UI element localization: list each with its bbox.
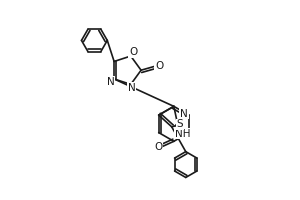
Text: N: N bbox=[107, 77, 114, 87]
Text: N: N bbox=[180, 109, 188, 119]
Text: NH: NH bbox=[175, 129, 190, 139]
Text: O: O bbox=[129, 47, 137, 57]
Text: N: N bbox=[128, 83, 136, 93]
Text: O: O bbox=[154, 142, 163, 152]
Text: O: O bbox=[155, 61, 164, 71]
Text: S: S bbox=[177, 119, 183, 129]
